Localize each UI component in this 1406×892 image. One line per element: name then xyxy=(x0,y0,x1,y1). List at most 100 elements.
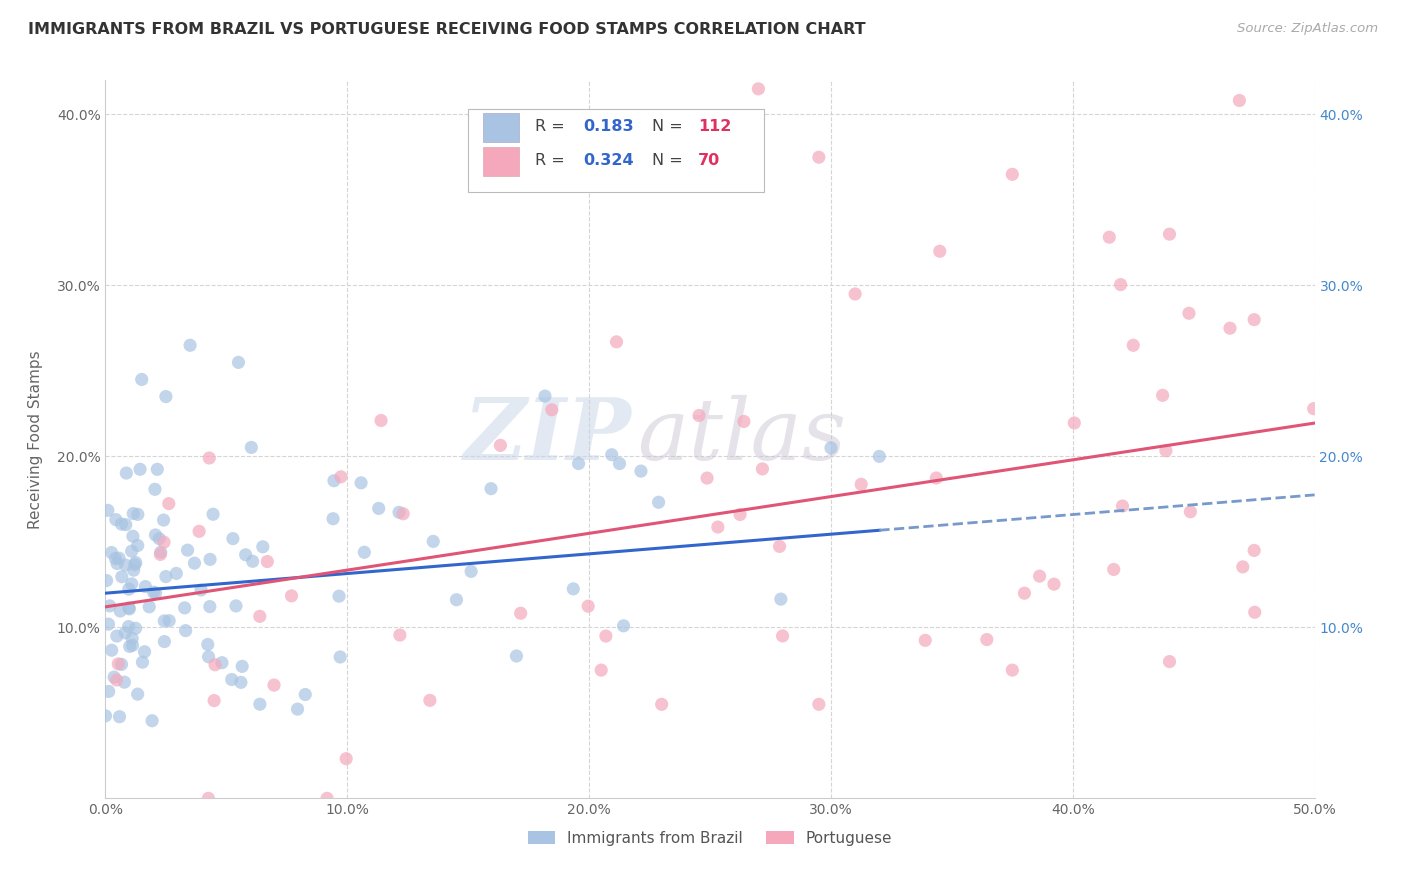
Point xyxy=(110,657,132,672)
Point xyxy=(768,540,790,554)
Point xyxy=(100,643,122,657)
Point xyxy=(153,535,176,549)
Point xyxy=(141,714,163,728)
Point xyxy=(112,675,135,690)
Point xyxy=(419,693,441,707)
Point xyxy=(807,150,830,164)
Point xyxy=(562,582,585,596)
Point xyxy=(198,450,221,465)
Point xyxy=(118,602,141,616)
Point xyxy=(179,338,201,352)
Point xyxy=(576,599,599,614)
Text: 0.183: 0.183 xyxy=(583,120,634,135)
Point xyxy=(124,558,146,572)
Point xyxy=(118,582,141,597)
Point xyxy=(125,556,148,570)
Point xyxy=(1178,306,1201,320)
Point xyxy=(249,697,271,711)
Point xyxy=(820,441,842,455)
Point xyxy=(197,637,219,651)
Point xyxy=(707,520,730,534)
Point xyxy=(198,599,221,614)
Point xyxy=(807,698,830,712)
Point xyxy=(115,466,138,480)
Point xyxy=(131,655,153,669)
Point xyxy=(110,517,132,532)
Point xyxy=(1043,577,1066,591)
Point xyxy=(211,656,233,670)
Point xyxy=(446,592,468,607)
Text: ZIP: ZIP xyxy=(464,394,631,477)
Point xyxy=(696,471,718,485)
Point xyxy=(1122,338,1144,352)
Point xyxy=(1159,227,1181,241)
Point xyxy=(249,609,271,624)
Point xyxy=(1098,230,1121,244)
Point xyxy=(328,589,350,603)
Text: R =: R = xyxy=(534,153,569,169)
Point xyxy=(97,684,120,698)
Point xyxy=(108,551,131,566)
Point xyxy=(197,649,219,664)
Point xyxy=(122,507,145,521)
Point xyxy=(651,698,673,712)
Point xyxy=(567,457,589,471)
Point xyxy=(204,657,226,672)
Point xyxy=(153,634,176,648)
Point xyxy=(129,462,152,476)
Point xyxy=(1243,543,1265,558)
Text: R =: R = xyxy=(534,120,569,135)
Point xyxy=(148,532,170,546)
Point xyxy=(1152,388,1174,402)
Point xyxy=(155,569,177,583)
Point xyxy=(235,548,257,562)
Point xyxy=(322,512,344,526)
Point xyxy=(600,448,623,462)
Point xyxy=(489,438,512,452)
Point xyxy=(1014,586,1036,600)
Point xyxy=(134,580,156,594)
Text: Source: ZipAtlas.com: Source: ZipAtlas.com xyxy=(1237,22,1378,36)
Text: 70: 70 xyxy=(697,153,720,169)
Point xyxy=(1063,416,1085,430)
Point xyxy=(851,477,873,491)
Point xyxy=(595,629,617,643)
Point xyxy=(540,402,562,417)
Point xyxy=(1154,443,1177,458)
Legend: Immigrants from Brazil, Portuguese: Immigrants from Brazil, Portuguese xyxy=(522,824,898,852)
Point xyxy=(121,544,143,558)
Point xyxy=(157,614,180,628)
Point xyxy=(127,508,149,522)
Point xyxy=(124,621,146,635)
Point xyxy=(121,576,143,591)
Point xyxy=(733,414,755,428)
Point xyxy=(121,632,143,646)
Y-axis label: Receiving Food Stamps: Receiving Food Stamps xyxy=(28,350,42,529)
Point xyxy=(155,390,177,404)
Point xyxy=(605,334,627,349)
Point xyxy=(110,604,132,618)
Point xyxy=(225,599,247,613)
Point xyxy=(1219,321,1241,335)
Point xyxy=(388,505,411,519)
Point xyxy=(100,545,122,559)
Text: N =: N = xyxy=(652,153,688,169)
Point xyxy=(263,678,285,692)
Point xyxy=(609,457,631,471)
Point xyxy=(688,409,710,423)
Text: atlas: atlas xyxy=(637,394,846,477)
Point xyxy=(149,548,172,562)
Point xyxy=(197,791,219,805)
Point xyxy=(104,513,127,527)
Point xyxy=(505,648,527,663)
Point xyxy=(143,483,166,497)
Point xyxy=(105,557,128,571)
Point xyxy=(104,551,127,566)
Point xyxy=(114,517,136,532)
Point xyxy=(127,687,149,701)
Point xyxy=(294,688,316,702)
Point xyxy=(117,619,139,633)
Bar xyxy=(482,147,519,176)
Point xyxy=(190,582,212,597)
Point xyxy=(256,555,278,569)
